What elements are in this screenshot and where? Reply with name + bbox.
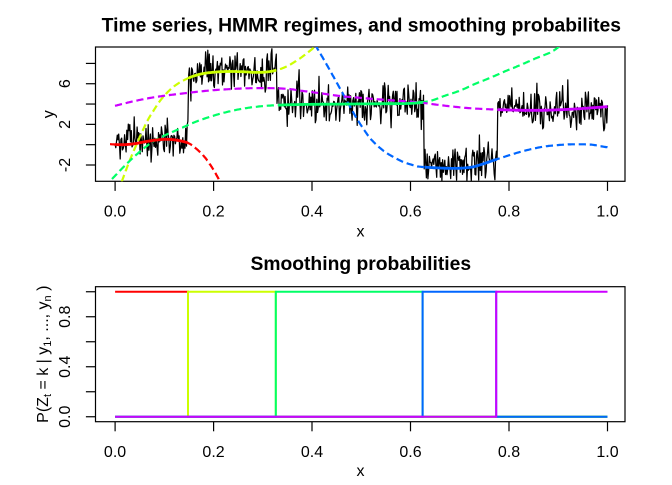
- svg-text:0.6: 0.6: [399, 444, 421, 461]
- svg-text:x: x: [357, 463, 365, 480]
- svg-text:0.0: 0.0: [104, 204, 126, 221]
- svg-text:0.2: 0.2: [202, 204, 224, 221]
- svg-text:0.4: 0.4: [57, 356, 74, 378]
- svg-text:0.0: 0.0: [57, 406, 74, 428]
- svg-text:x: x: [357, 224, 365, 241]
- svg-text:1.0: 1.0: [596, 444, 618, 461]
- svg-text:-2: -2: [57, 158, 74, 172]
- svg-text:0.8: 0.8: [57, 306, 74, 328]
- svg-text:2: 2: [57, 120, 74, 129]
- svg-text:0.4: 0.4: [301, 444, 323, 461]
- svg-text:y: y: [41, 110, 58, 118]
- svg-text:0.8: 0.8: [498, 444, 520, 461]
- svg-text:0.0: 0.0: [104, 444, 126, 461]
- svg-text:0.6: 0.6: [399, 204, 421, 221]
- svg-text:0.8: 0.8: [498, 204, 520, 221]
- svg-text:Time series, HMMR regimes, and: Time series, HMMR regimes, and smoothing…: [102, 16, 621, 37]
- svg-text:0.2: 0.2: [202, 444, 224, 461]
- svg-text:Smoothing probabilities: Smoothing probabilities: [250, 254, 471, 275]
- svg-text:P(Zt = k | y1, ..., yn ): P(Zt = k | y1, ..., yn ): [35, 286, 54, 423]
- svg-text:0.4: 0.4: [301, 204, 323, 221]
- svg-text:1.0: 1.0: [596, 204, 618, 221]
- svg-text:6: 6: [57, 79, 74, 88]
